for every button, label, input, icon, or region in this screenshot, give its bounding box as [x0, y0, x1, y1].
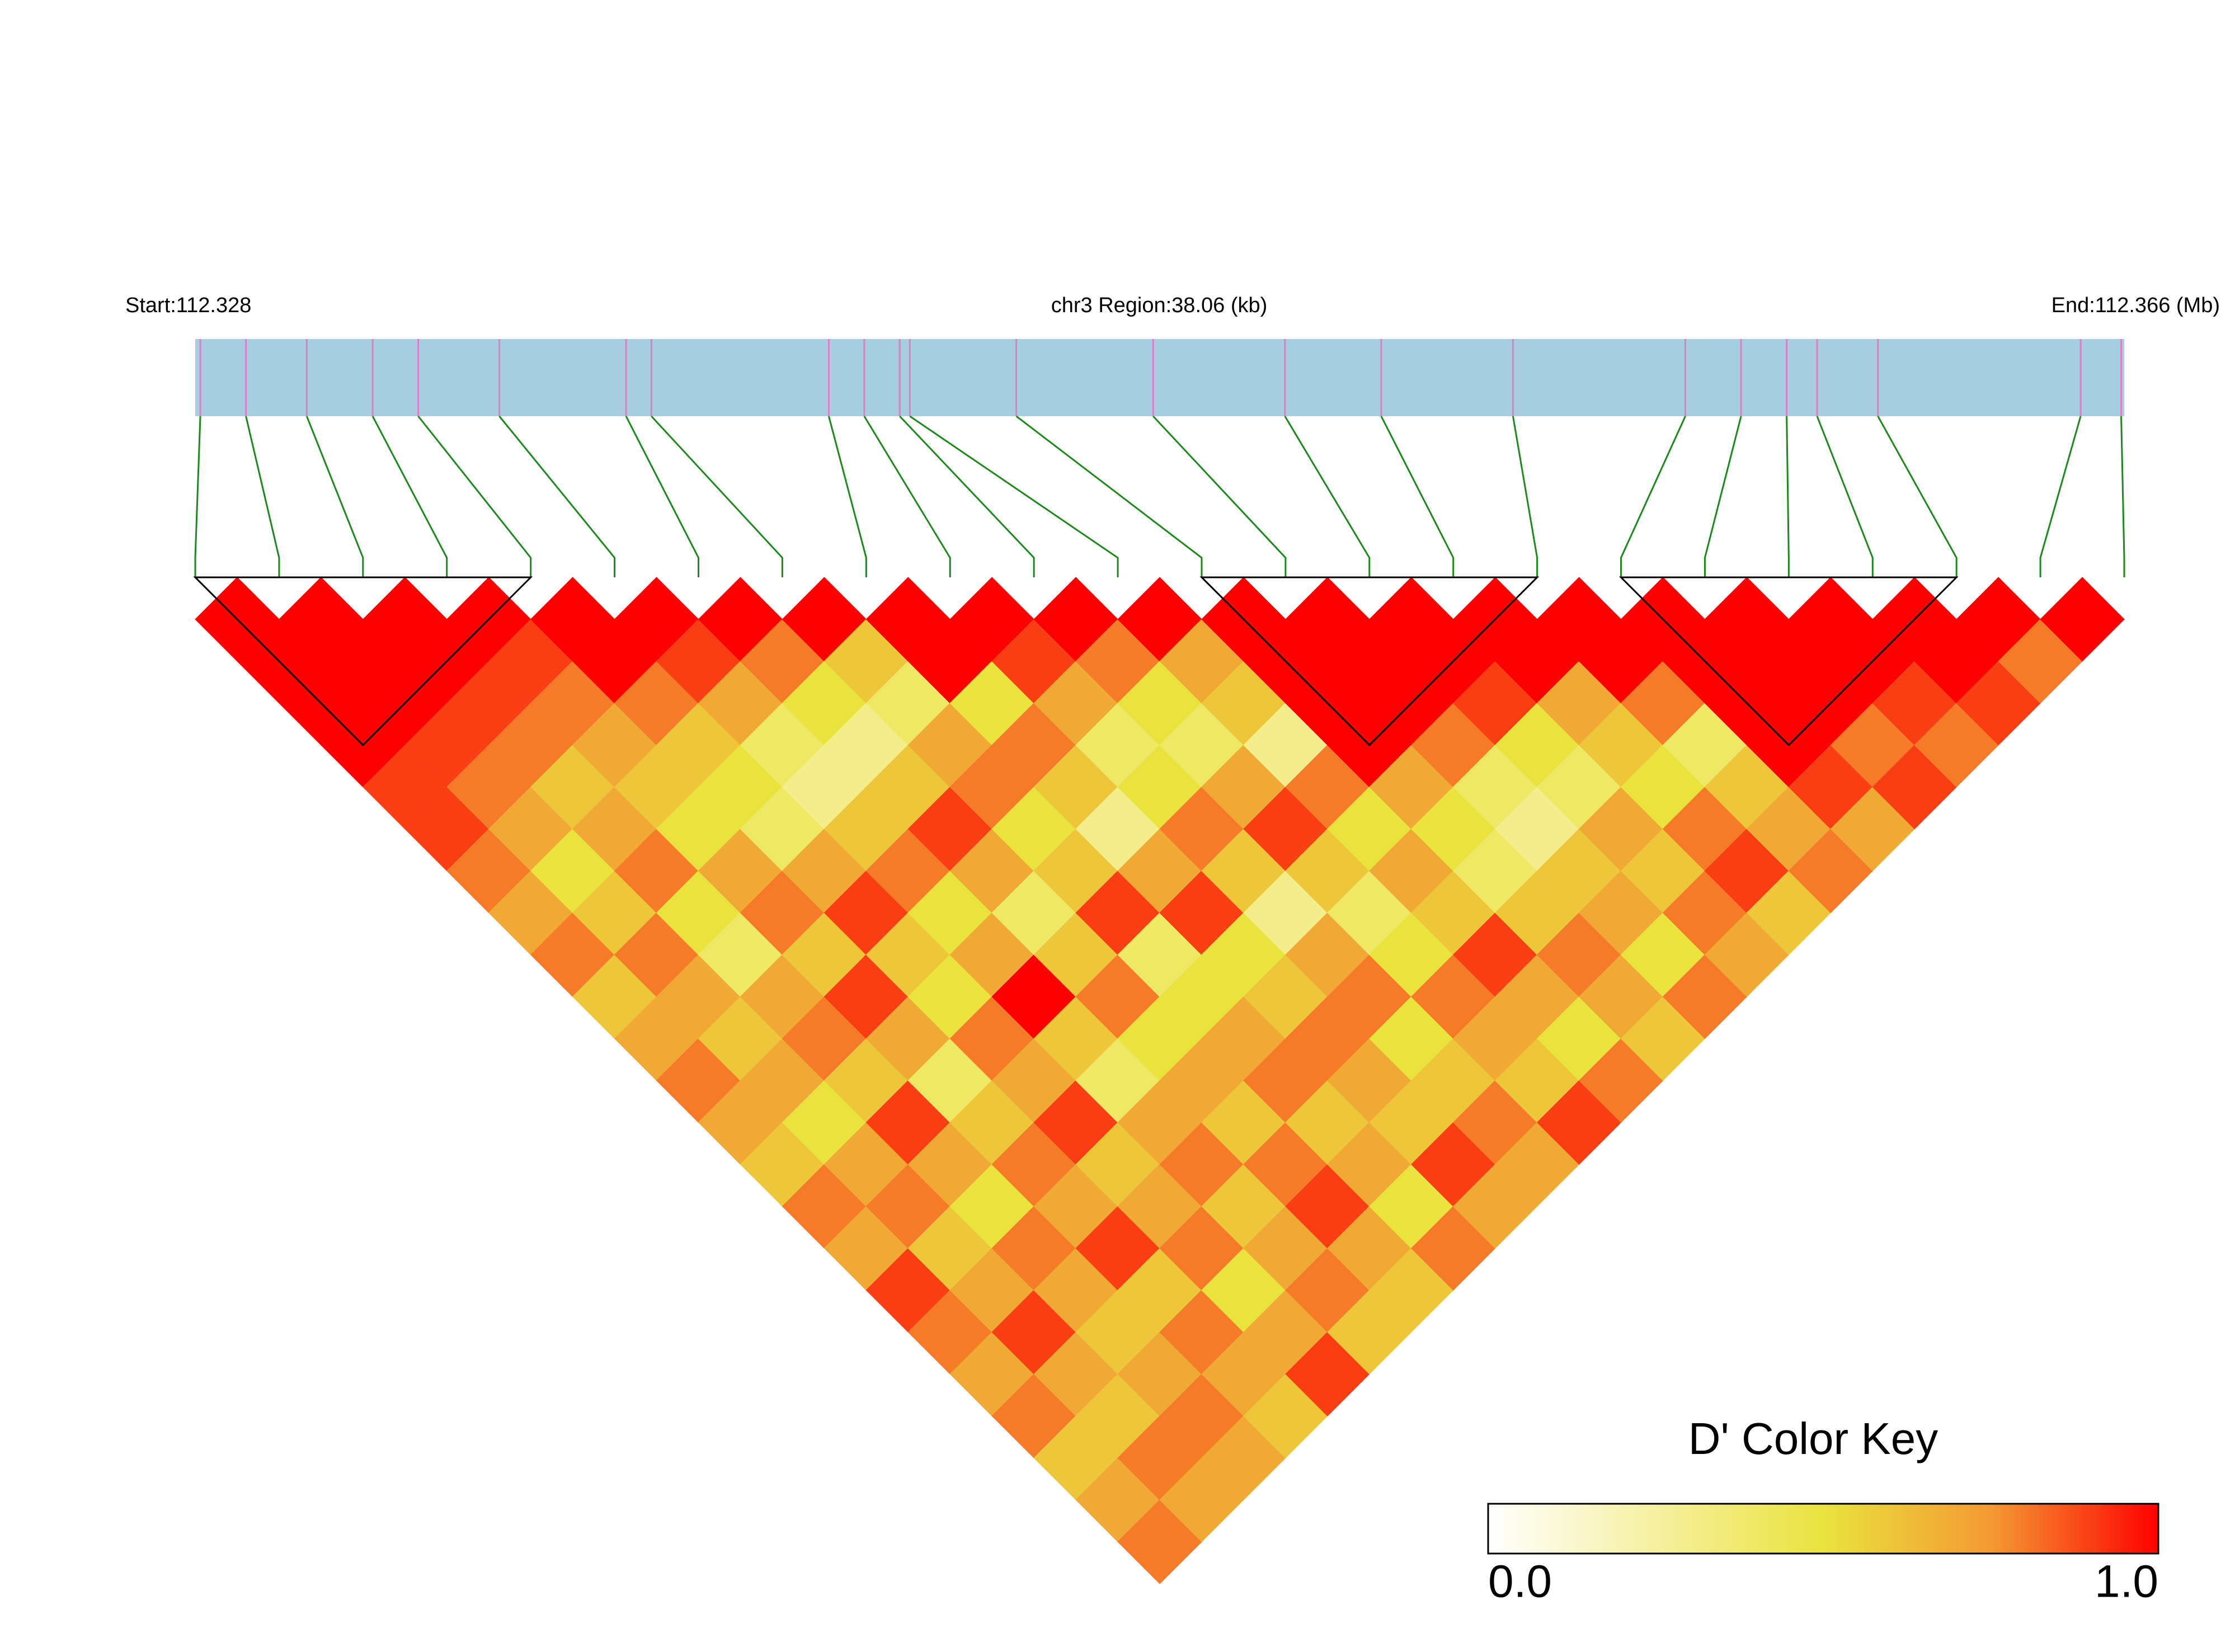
snp-link: [625, 416, 699, 577]
snp-link: [909, 415, 1119, 577]
key-title: D' Color Key: [1688, 1414, 1938, 1463]
snp-link: [194, 416, 201, 577]
snp-link: [2120, 416, 2125, 577]
ld-block-outline: [193, 576, 533, 746]
snp-link: [1816, 416, 1874, 577]
ld-cell: [2040, 577, 2125, 662]
snp-link: [417, 416, 532, 577]
snp-link: [1620, 416, 1686, 577]
snp-link: [2039, 416, 2082, 577]
ld-block-outline: [1618, 576, 1959, 746]
snp-link: [1284, 416, 1371, 577]
ld-block-outline: [1199, 576, 1540, 746]
end-label: End:112.366 (Mb): [2052, 294, 2220, 317]
snp-link: [1877, 416, 1958, 577]
region-label: chr3 Region:38.06 (kb): [1051, 294, 1268, 317]
snp-link: [1704, 416, 1742, 577]
snp-link: [498, 416, 616, 577]
snp-link: [1015, 415, 1203, 577]
key-tick-label: 0.0: [1488, 1556, 1552, 1607]
snp-link: [827, 416, 867, 577]
key-tick-label: 1.0: [2095, 1556, 2158, 1607]
snp-link: [305, 416, 364, 577]
snp-link: [1512, 416, 1538, 577]
snp-link: [651, 415, 783, 577]
snp-link: [1786, 416, 1790, 577]
snp-link: [1152, 415, 1287, 577]
color-key-bar: [1487, 1503, 2159, 1555]
snp-link: [245, 416, 280, 577]
snp-link: [1380, 416, 1455, 577]
snp-link: [899, 415, 1035, 577]
snp-link: [863, 416, 951, 577]
start-label: Start:112.328: [125, 294, 251, 317]
region-bar: [195, 339, 2124, 416]
snp-link: [371, 416, 448, 577]
